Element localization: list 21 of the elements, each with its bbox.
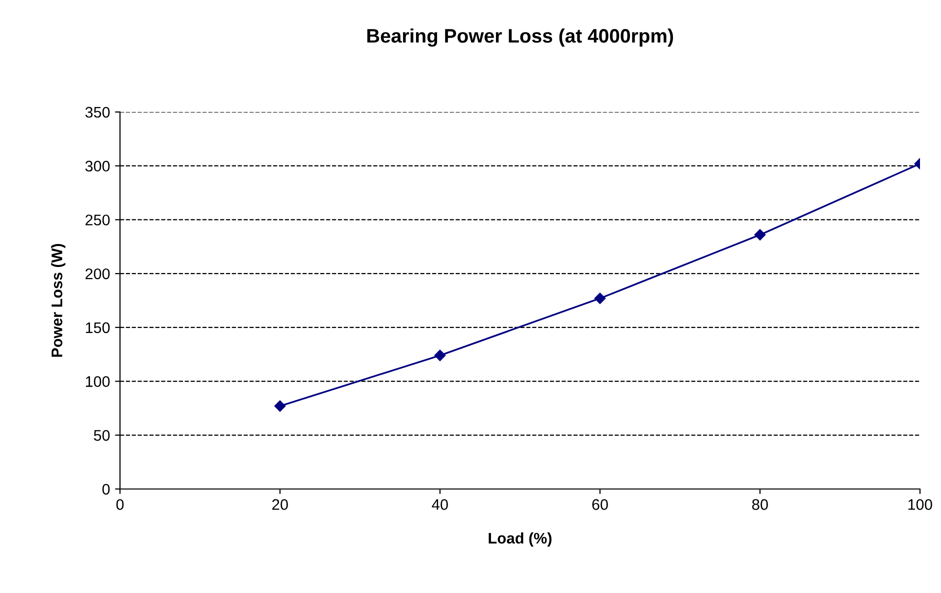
x-tick-label: 40 <box>432 499 448 510</box>
y-axis-title: Power Loss (W) <box>51 244 66 357</box>
x-tick-label: 100 <box>908 499 932 510</box>
point <box>274 400 286 412</box>
y-tick-label: 150 <box>86 322 110 334</box>
y-tick-label: 0 <box>102 484 110 495</box>
y-tick-label: 350 <box>85 106 110 118</box>
y-tick-label: 250 <box>86 214 110 226</box>
point <box>434 350 446 362</box>
x-tick-label: 0 <box>116 499 124 510</box>
y-tick-label: 200 <box>86 268 110 280</box>
y-tick-label: 100 <box>86 376 110 387</box>
x-axis-title: Load (%) <box>488 532 552 547</box>
x-tick-label: 80 <box>752 499 768 510</box>
x-tick-label: 60 <box>592 499 608 510</box>
x-tick-label: 20 <box>272 499 288 510</box>
point <box>754 229 766 240</box>
y-tick-label: 300 <box>85 160 110 172</box>
chart-title: Bearing Power Loss (at 4000rpm) <box>367 28 674 47</box>
y-tick-label: 50 <box>94 430 110 441</box>
point <box>594 292 606 304</box>
